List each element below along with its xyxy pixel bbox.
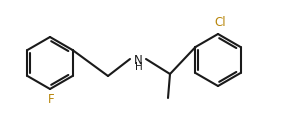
Text: Cl: Cl (214, 16, 226, 29)
Text: F: F (48, 93, 54, 106)
Text: H: H (135, 62, 143, 72)
Text: N: N (134, 55, 142, 67)
